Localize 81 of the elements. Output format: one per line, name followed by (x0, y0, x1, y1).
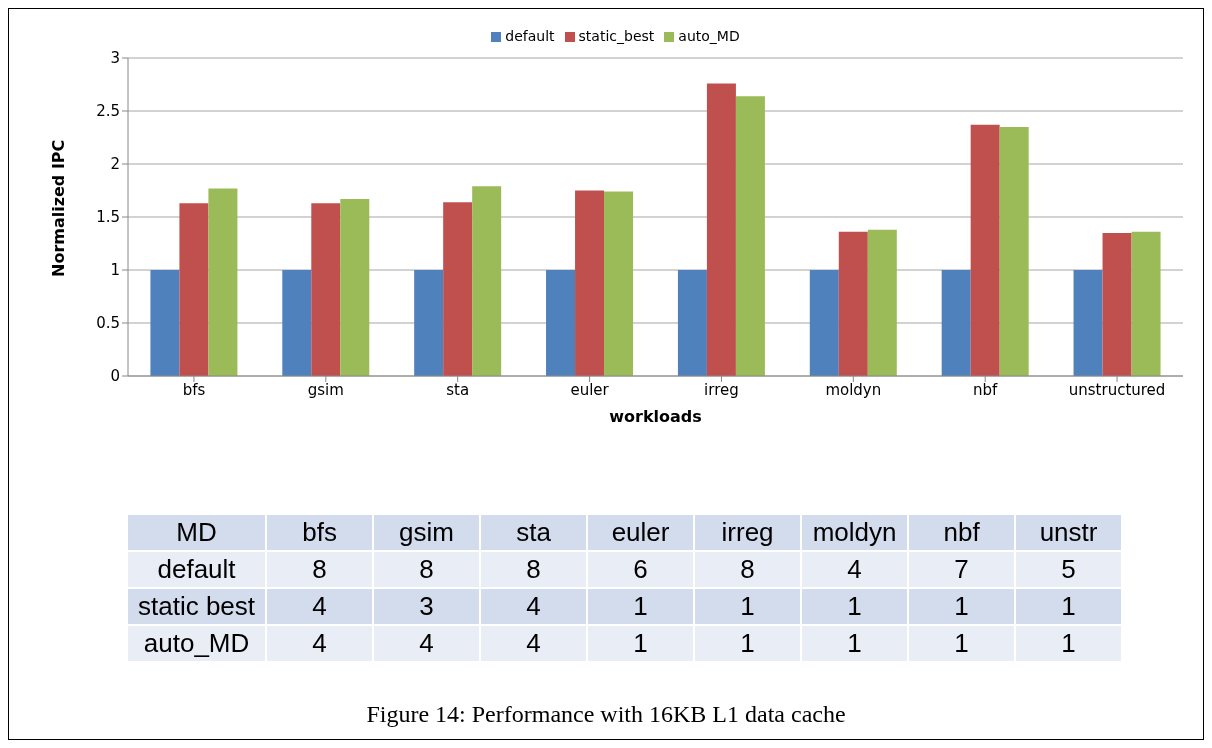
data-label: 1 (694, 588, 802, 625)
y-tick-label: 1.5 (96, 208, 120, 227)
x-tick-label: euler (570, 380, 610, 399)
bar (414, 270, 444, 376)
x-tick-label: unstr (1015, 514, 1123, 551)
bar (838, 231, 868, 376)
y-tick-label: 2 (110, 155, 120, 174)
data-label: 8 (480, 551, 588, 588)
bar (867, 229, 897, 376)
bar (677, 270, 707, 376)
bar (575, 190, 605, 376)
x-axis-title: workloads (609, 407, 702, 426)
y-tick-label: 3 (110, 49, 120, 68)
caption: Figure 14: Performance with 16KB L1 data cache (365, 701, 847, 728)
bar (706, 83, 736, 376)
x-tick-label: gsim (373, 514, 481, 551)
y-axis-title: Normalized IPC (48, 139, 68, 277)
bar (735, 96, 765, 376)
data-label: 8 (694, 551, 802, 588)
legend-label: default (505, 28, 555, 44)
y-tick-label: default (127, 551, 267, 588)
y-axis-title: MD (127, 514, 267, 551)
bar (443, 202, 473, 376)
data-label: 4 (266, 588, 374, 625)
data-label: 1 (587, 588, 695, 625)
y-tick-label: static best (127, 588, 267, 625)
data-label: 1 (801, 625, 909, 662)
data-label: 1 (908, 625, 1016, 662)
bar (282, 270, 312, 376)
x-tick-label: irreg (694, 514, 802, 551)
data-label: 4 (373, 625, 481, 662)
data-label: 1 (1015, 625, 1123, 662)
data-label: 1 (694, 625, 802, 662)
legend-label: static_best (578, 28, 655, 44)
bar (1131, 231, 1161, 376)
bar (179, 203, 209, 376)
data-label: 4 (480, 625, 588, 662)
y-tick-label: 0.5 (96, 314, 120, 333)
x-tick-label: unstructured (1068, 380, 1166, 399)
data-label: 4 (266, 625, 374, 662)
data-label: 1 (801, 588, 909, 625)
data-label: 1 (908, 588, 1016, 625)
x-tick-label: bfs (182, 380, 206, 399)
bar (311, 203, 341, 376)
x-tick-label: moldyn (825, 380, 882, 399)
bar (999, 126, 1029, 376)
data-label: 5 (1015, 551, 1123, 588)
bar (472, 186, 502, 376)
data-label: 3 (373, 588, 481, 625)
data-label: 8 (266, 551, 374, 588)
data-label: 1 (1015, 588, 1123, 625)
x-tick-label: sta (446, 380, 470, 399)
data-label: 4 (480, 588, 588, 625)
bar (1073, 270, 1103, 376)
y-tick-label: 1 (110, 261, 120, 280)
x-tick-label: sta (480, 514, 588, 551)
data-label: 7 (908, 551, 1016, 588)
bar (546, 270, 576, 376)
data-label: 8 (373, 551, 481, 588)
x-tick-label: gsim (307, 380, 344, 399)
data-label: 6 (587, 551, 695, 588)
bar (941, 270, 971, 376)
bar (970, 124, 1000, 376)
bar (150, 270, 180, 376)
x-tick-label: nbf (973, 380, 999, 399)
data-label: 4 (801, 551, 909, 588)
y-tick-label: 2.5 (96, 102, 120, 121)
legend-label: auto_MD (678, 28, 740, 44)
bar (1102, 232, 1132, 376)
x-tick-label: euler (587, 514, 695, 551)
data-label: 1 (587, 625, 695, 662)
y-tick-label: auto_MD (127, 625, 267, 662)
bar (604, 191, 634, 376)
x-tick-label: moldyn (801, 514, 909, 551)
y-tick-label: 0 (110, 367, 120, 386)
x-tick-label: bfs (266, 514, 374, 551)
x-tick-label: irreg (704, 380, 739, 399)
bar (208, 188, 238, 376)
x-tick-label: nbf (908, 514, 1016, 551)
bar (340, 198, 370, 376)
bar (809, 270, 839, 376)
